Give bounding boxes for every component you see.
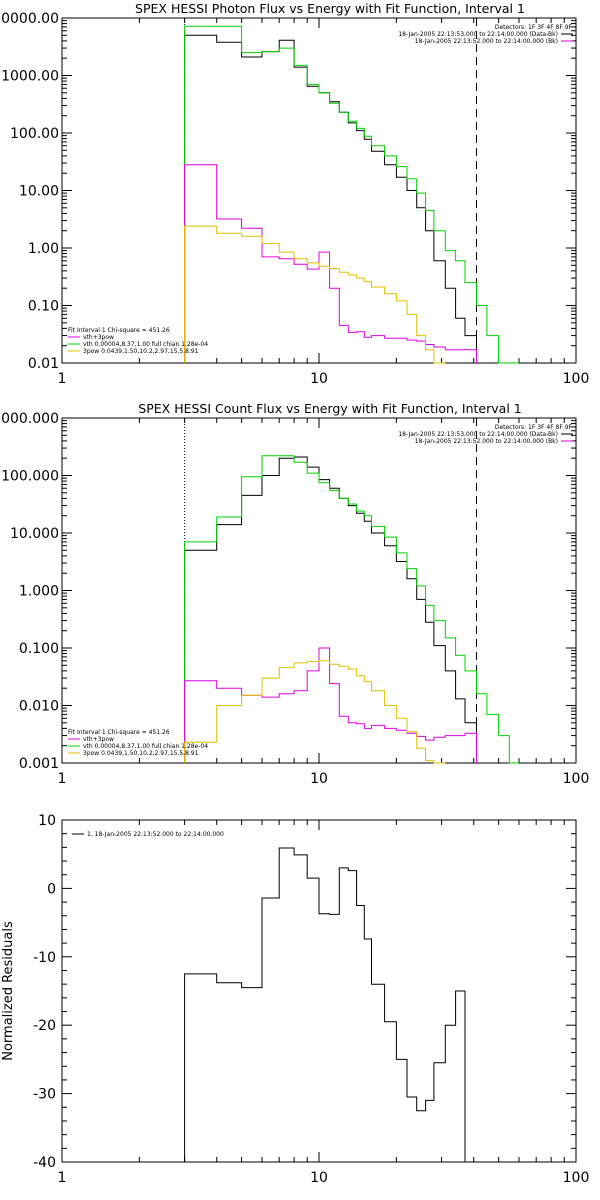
- residuals-panel: Normalized Residuals 1 10 100100-10-20-30-…: [1, 813, 589, 1186]
- x-tick-label: 1: [58, 1170, 67, 1186]
- data-minus-bk-series: [184, 456, 477, 763]
- count-flux-legend-fit: Fit Interval 1 Chi-square = 451.26 vth+3…: [68, 729, 208, 757]
- y-tick-label: 0.01: [28, 356, 59, 372]
- y-tick-label: 1000.00: [1, 69, 59, 85]
- legend-fit-vth: vth 0.00004,8.37,1.00 full chian 1.28e-0…: [83, 743, 208, 750]
- background-series: [184, 647, 477, 763]
- 3pow-component-series: [184, 225, 446, 364]
- x-tick-label: 10: [310, 371, 328, 387]
- data-minus-bk-series: [184, 34, 477, 363]
- residuals-legend-label: 1. 18-Jan-2005 22:13:52.000 to 22:14:00.…: [87, 831, 224, 838]
- background-series: [184, 164, 477, 363]
- y-tick-label: 1.000: [19, 584, 59, 600]
- y-tick-label: -10: [33, 950, 56, 966]
- count-flux-title: SPEX HESSI Count Flux vs Energy with Fit…: [138, 401, 521, 416]
- legend-fit-3pow: 3pow 0.0439,1.50,10.2,2.97,15.5,8.91: [83, 348, 199, 355]
- x-tick-label: 1: [58, 771, 67, 787]
- y-tick-label: 0000.00: [1, 11, 59, 27]
- y-tick-label: 1.00: [28, 241, 59, 257]
- y-tick-label: -20: [33, 1018, 56, 1034]
- legend-data-interval: 18-Jan-2005 22:13:53.000 to 22:14:00.000…: [398, 431, 558, 438]
- legend-fit-total: vth+3pow: [83, 334, 114, 341]
- legend-fit-vth: vth 0.00004,8.37,1.00 full chian 1.28e-0…: [83, 341, 208, 348]
- y-tick-label: 0.010: [19, 699, 59, 715]
- legend-bk-interval: 18-Jan-2005 22:13:52.000 to 22:14:00.000…: [415, 38, 558, 45]
- count-flux-legend-header: Detectors: 1F 3F 4F 8F 9F 18-Jan-2005 22…: [398, 424, 573, 445]
- vth-3pow-fit-series: [184, 455, 519, 764]
- legend-detectors: Detectors: 1F 3F 4F 8F 9F: [495, 24, 573, 31]
- y-tick-label: 100.00: [10, 126, 59, 142]
- vth-3pow-fit-series: [184, 25, 519, 364]
- y-tick-label: 10: [38, 813, 56, 829]
- photon-flux-legend-header: Detectors: 1F 3F 4F 8F 9F 18-Jan-2005 22…: [398, 24, 573, 45]
- legend-data-interval: 18-Jan-2005 22:13:53.000 to 22:14:00.000…: [398, 31, 558, 38]
- 3pow-component-series: [184, 660, 446, 764]
- legend-fit-3pow: 3pow 0.0439,1.50,10.2,2.97,15.5,8.91: [83, 750, 199, 757]
- y-tick-label: 0: [47, 881, 56, 897]
- legend-fit-interval: Fit Interval 1 Chi-square = 451.26: [68, 327, 170, 334]
- x-tick-label: 10: [310, 1170, 328, 1186]
- x-tick-label: 100: [563, 371, 590, 387]
- y-tick-label: 1000.000: [0, 411, 59, 427]
- residuals-legend: 1. 18-Jan-2005 22:13:52.000 to 22:14:00.…: [72, 831, 224, 838]
- residuals-series: [184, 847, 466, 1162]
- legend-bk-interval: 18-Jan-2005 22:13:52.000 to 22:14:00.000…: [415, 438, 558, 445]
- y-tick-label: -40: [33, 1155, 56, 1171]
- photon-flux-plot-area: [61, 17, 577, 364]
- legend-fit-total: vth+3pow: [83, 736, 114, 743]
- x-tick-label: 10: [310, 771, 328, 787]
- y-tick-label: 0.10: [28, 299, 59, 315]
- residuals-y-axis-label: Normalized Residuals: [1, 921, 16, 1061]
- x-tick-label: 100: [563, 1170, 590, 1186]
- y-tick-label: 0.001: [19, 756, 59, 772]
- residuals-plot-area: [61, 819, 577, 1163]
- count-flux-panel: SPEX HESSI Count Flux vs Energy with Fit…: [0, 401, 589, 787]
- y-tick-label: 100.000: [1, 469, 59, 485]
- y-tick-label: 10.000: [10, 526, 59, 542]
- photon-flux-panel: SPEX HESSI Photon Flux vs Energy with Fi…: [1, 1, 589, 387]
- legend-detectors: Detectors: 1F 3F 4F 8F 9F: [495, 424, 573, 431]
- y-tick-label: -30: [33, 1087, 56, 1103]
- x-tick-label: 1: [58, 371, 67, 387]
- x-tick-label: 100: [563, 771, 590, 787]
- photon-flux-legend-fit: Fit Interval 1 Chi-square = 451.26 vth+3…: [68, 327, 208, 355]
- y-tick-label: 0.100: [19, 641, 59, 657]
- y-tick-label: 10.00: [19, 184, 59, 200]
- legend-fit-interval: Fit Interval 1 Chi-square = 451.26: [68, 729, 170, 736]
- photon-flux-title: SPEX HESSI Photon Flux vs Energy with Fi…: [135, 1, 525, 16]
